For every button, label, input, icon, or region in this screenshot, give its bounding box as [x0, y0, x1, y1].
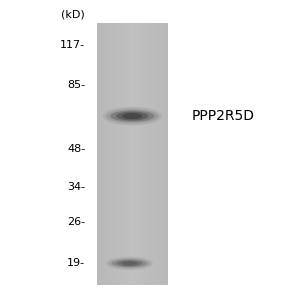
Bar [163, 23, 164, 285]
Bar [149, 23, 150, 285]
Bar [97, 23, 98, 285]
Bar [162, 23, 163, 285]
Bar [97, 23, 168, 285]
Bar [161, 23, 162, 285]
Bar [138, 23, 139, 285]
Text: 48-: 48- [67, 143, 85, 154]
Bar [125, 23, 126, 285]
Bar [140, 23, 141, 285]
Bar [123, 23, 124, 285]
Bar [109, 23, 110, 285]
Bar [147, 23, 148, 285]
Bar [101, 23, 102, 285]
Bar [159, 23, 160, 285]
Bar [104, 23, 105, 285]
Text: 85-: 85- [67, 80, 85, 90]
Bar [122, 23, 123, 285]
Text: PPP2R5D: PPP2R5D [191, 109, 254, 123]
Bar [143, 23, 144, 285]
Bar [113, 23, 114, 285]
Ellipse shape [116, 260, 142, 266]
Text: (kD): (kD) [61, 10, 85, 20]
Bar [145, 23, 146, 285]
Bar [117, 23, 118, 285]
Bar [146, 23, 147, 285]
Ellipse shape [103, 107, 162, 125]
Bar [155, 23, 156, 285]
Bar [135, 23, 136, 285]
Bar [130, 23, 131, 285]
Bar [128, 23, 129, 285]
Ellipse shape [106, 257, 153, 270]
Bar [133, 23, 134, 285]
Bar [164, 23, 165, 285]
Bar [144, 23, 145, 285]
Bar [116, 23, 117, 285]
Ellipse shape [112, 259, 147, 267]
Bar [99, 23, 100, 285]
Bar [167, 23, 168, 285]
Text: 19-: 19- [67, 258, 85, 268]
Text: 34-: 34- [67, 182, 85, 192]
Bar [106, 23, 107, 285]
Bar [120, 23, 121, 285]
Bar [105, 23, 106, 285]
Bar [148, 23, 149, 285]
Bar [119, 23, 120, 285]
Ellipse shape [116, 112, 148, 121]
Ellipse shape [106, 109, 159, 123]
Bar [112, 23, 113, 285]
Bar [132, 23, 133, 285]
Bar [134, 23, 135, 285]
Bar [110, 23, 111, 285]
Bar [102, 23, 103, 285]
Bar [152, 23, 153, 285]
Bar [111, 23, 112, 285]
Bar [100, 23, 101, 285]
Bar [131, 23, 132, 285]
Bar [126, 23, 127, 285]
Bar [118, 23, 119, 285]
Bar [136, 23, 137, 285]
Bar [127, 23, 128, 285]
Bar [121, 23, 122, 285]
Bar [153, 23, 154, 285]
Bar [166, 23, 167, 285]
Bar [115, 23, 116, 285]
Bar [150, 23, 151, 285]
Bar [114, 23, 115, 285]
Bar [157, 23, 158, 285]
Bar [158, 23, 159, 285]
Bar [154, 23, 155, 285]
Text: 26-: 26- [67, 217, 85, 227]
Bar [103, 23, 104, 285]
Bar [139, 23, 140, 285]
Bar [108, 23, 109, 285]
Bar [100, 23, 101, 285]
Bar [165, 23, 166, 285]
Bar [142, 23, 143, 285]
Bar [107, 23, 108, 285]
Bar [160, 23, 161, 285]
Bar [124, 23, 125, 285]
Ellipse shape [108, 258, 151, 268]
Bar [151, 23, 152, 285]
Bar [137, 23, 138, 285]
Bar [129, 23, 130, 285]
Ellipse shape [110, 110, 154, 122]
Bar [141, 23, 142, 285]
Ellipse shape [122, 113, 142, 119]
Bar [98, 23, 99, 285]
Bar [160, 23, 161, 285]
Bar [156, 23, 157, 285]
Text: 117-: 117- [60, 40, 85, 50]
Ellipse shape [121, 261, 138, 266]
